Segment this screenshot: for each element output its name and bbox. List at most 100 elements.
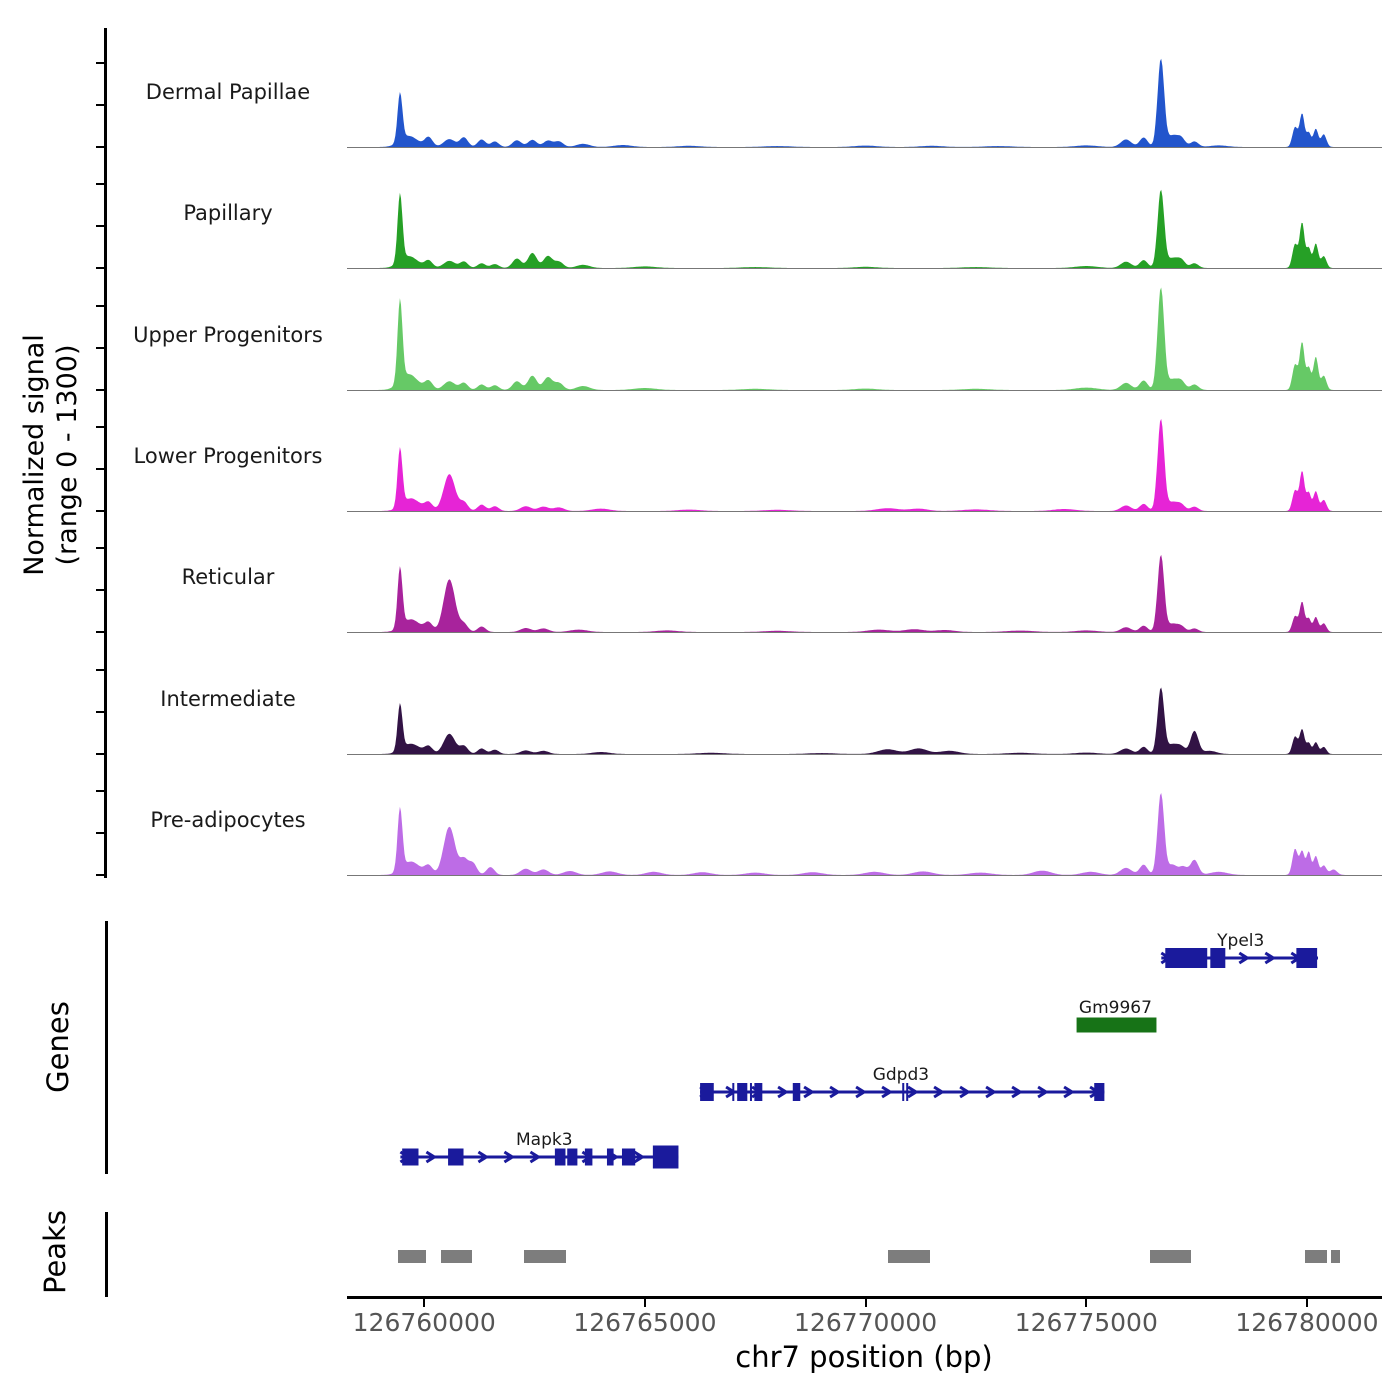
gene-exon	[554, 1148, 566, 1166]
y-axis-label-line1: Normalized signal	[19, 334, 50, 576]
gene-exon	[732, 1083, 735, 1101]
gene-direction-chevron	[425, 1150, 438, 1164]
gene-exon	[906, 1083, 909, 1101]
peak-interval	[1330, 1250, 1341, 1263]
x-tick-label: 126760000	[352, 1308, 496, 1337]
peak-interval	[523, 1250, 566, 1263]
gene-exon	[749, 1083, 752, 1101]
peak-interval	[1150, 1250, 1191, 1263]
signal-y-tick	[96, 62, 105, 64]
gene-direction-chevron	[933, 1085, 945, 1099]
signal-y-tick	[96, 183, 105, 186]
gene-direction-chevron	[985, 1085, 997, 1099]
gene-exon	[567, 1148, 578, 1166]
track-label-reticular: Reticular	[181, 565, 275, 589]
signal-y-tick	[96, 388, 105, 391]
x-tick-mark	[423, 1299, 426, 1307]
gene-exon	[700, 1083, 714, 1101]
gene-exon	[584, 1148, 593, 1166]
gene-exon	[1165, 948, 1208, 968]
gene-exon	[402, 1148, 419, 1166]
signal-y-tick	[96, 789, 105, 792]
track-label-dermal-papillae: Dermal Papillae	[145, 80, 311, 104]
signal-y-tick	[96, 467, 105, 470]
x-tick-label: 126775000	[1014, 1308, 1158, 1337]
gene-direction-chevron	[1264, 951, 1277, 965]
gene-direction-chevron	[829, 1085, 841, 1099]
gene-exon	[1296, 948, 1318, 968]
signal-y-tick	[96, 225, 105, 228]
gene-direction-chevron	[1063, 1085, 1075, 1099]
genes-axis-spine	[105, 921, 108, 1174]
signal-track-intermediate	[347, 687, 1382, 755]
signal-y-axis-spine	[104, 28, 107, 878]
signal-y-tick	[96, 831, 105, 834]
track-label-lower-progenitors: Lower Progenitors	[133, 444, 323, 468]
gene-label-gdpd3: Gdpd3	[873, 1065, 929, 1085]
signal-y-tick	[96, 873, 105, 876]
signal-y-tick	[96, 547, 105, 550]
signal-track-papillary	[347, 190, 1382, 270]
x-axis-title: chr7 position (bp)	[735, 1340, 993, 1374]
x-tick-label: 126780000	[1235, 1308, 1379, 1337]
gene-exon	[621, 1148, 636, 1166]
gene-direction-chevron	[503, 1150, 516, 1164]
peak-interval	[441, 1250, 473, 1263]
track-label-intermediate: Intermediate	[160, 687, 296, 711]
peak-interval	[887, 1250, 931, 1263]
track-label-upper-progenitors: Upper Progenitors	[133, 323, 323, 347]
gene-exon	[606, 1148, 614, 1166]
peak-interval	[398, 1250, 427, 1263]
gene-label-gm9967: Gm9967	[1079, 998, 1152, 1018]
signal-track-upper-progenitors	[347, 287, 1382, 391]
peak-interval	[1304, 1250, 1327, 1263]
gene-exon	[792, 1083, 801, 1101]
gene-direction-chevron	[1011, 1085, 1023, 1099]
signal-track-pre-adipocytes	[347, 792, 1382, 876]
signal-y-tick	[96, 146, 105, 148]
signal-y-tick	[96, 589, 105, 592]
signal-y-tick	[96, 346, 105, 349]
gene-label-mapk3: Mapk3	[516, 1130, 573, 1150]
gene-direction-chevron	[881, 1085, 893, 1099]
signal-y-tick	[96, 104, 105, 106]
gene-exon	[737, 1083, 748, 1101]
signal-y-tick	[96, 267, 105, 270]
track-label-papillary: Papillary	[183, 201, 273, 225]
gene-exon	[1094, 1083, 1105, 1101]
gene-direction-chevron	[633, 1150, 646, 1164]
signal-y-tick	[96, 631, 105, 634]
x-tick-mark	[864, 1299, 867, 1307]
gene-direction-chevron	[777, 1085, 789, 1099]
x-tick-label: 126770000	[794, 1308, 938, 1337]
x-tick-label: 126765000	[573, 1308, 717, 1337]
gene-exon	[1076, 1017, 1157, 1033]
gene-direction-chevron	[803, 1085, 815, 1099]
signal-y-tick	[96, 509, 105, 512]
signal-track-dermal-papillae	[347, 58, 1382, 148]
signal-track-lower-progenitors	[347, 418, 1382, 512]
x-axis-line	[347, 1296, 1382, 1299]
gene-direction-chevron	[529, 1150, 542, 1164]
x-tick-mark	[1085, 1299, 1088, 1307]
gene-direction-chevron	[855, 1085, 867, 1099]
gene-exon	[1210, 948, 1226, 968]
gene-direction-chevron	[1238, 951, 1251, 965]
signal-y-tick	[96, 668, 105, 671]
gene-exon	[754, 1083, 763, 1101]
signal-y-tick	[96, 752, 105, 755]
gene-direction-chevron	[1037, 1085, 1049, 1099]
gene-direction-chevron	[959, 1085, 971, 1099]
peaks-axis-spine	[105, 1212, 108, 1297]
gene-exon	[652, 1145, 679, 1169]
gene-label-ypel3: Ypel3	[1216, 931, 1264, 951]
signal-track-reticular	[347, 555, 1382, 634]
x-tick-mark	[1305, 1299, 1308, 1307]
gene-exon	[902, 1083, 905, 1101]
signal-y-tick	[96, 710, 105, 713]
gene-direction-chevron	[477, 1150, 490, 1164]
gene-exon	[448, 1148, 464, 1166]
x-tick-mark	[643, 1299, 646, 1307]
gene-direction-chevron	[907, 1085, 919, 1099]
